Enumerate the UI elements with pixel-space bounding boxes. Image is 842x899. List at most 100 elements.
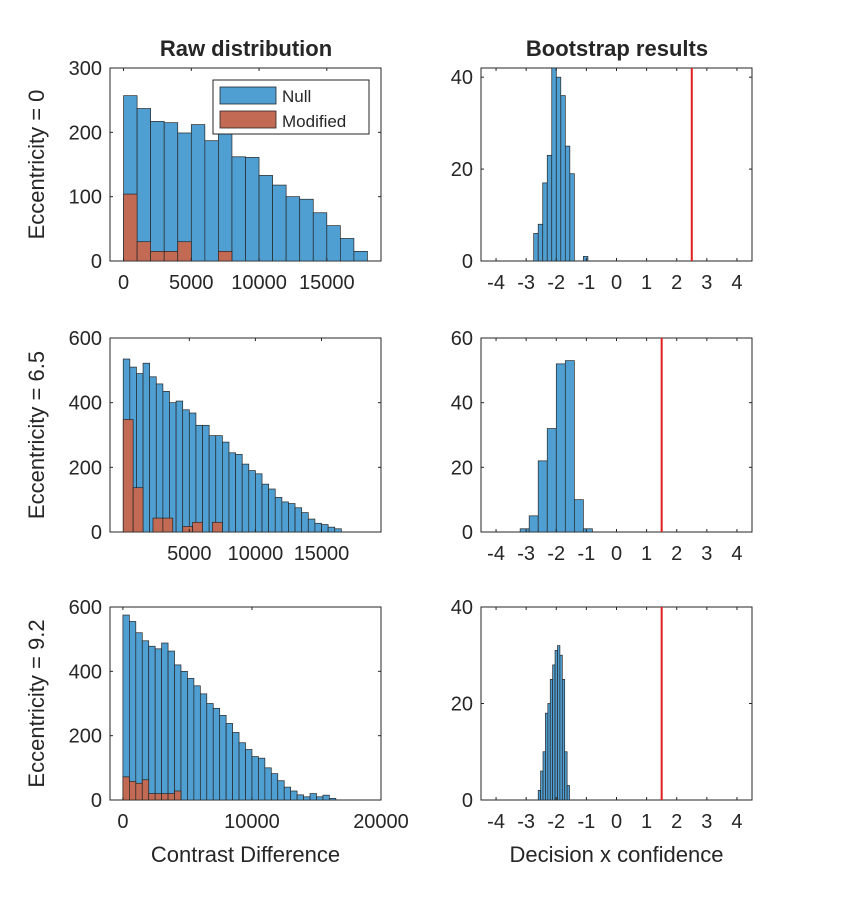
bar-null: [232, 732, 240, 801]
bar-modified: [122, 419, 134, 533]
panel-raw-ecc0: 0 5000 10000 15000 0 100 200 300 Eccentricity = …: [24, 58, 382, 294]
x-tick-label: 2: [671, 811, 682, 833]
bar-null: [546, 428, 557, 533]
y-tick-label: 100: [69, 187, 102, 209]
axes-box: [480, 67, 753, 262]
bar-null: [193, 685, 201, 801]
bar-null: [212, 707, 221, 801]
bar-null: [222, 441, 230, 533]
bar-null: [161, 642, 169, 801]
bar-modified: [141, 779, 150, 801]
bar-null: [174, 664, 182, 801]
bar-null: [316, 796, 324, 801]
bar-null: [268, 488, 276, 533]
bar-null: [241, 463, 250, 533]
bar-null: [180, 670, 188, 801]
panel-raw-ecc6-5: 5000 10000 15000 0 200 400 600 Eccentricity = 6…: [24, 328, 382, 565]
y-tick-label: 0: [462, 251, 473, 273]
x-axis-label: Contrast Difference: [151, 842, 340, 867]
bar-null: [303, 796, 311, 801]
bar-null: [272, 184, 287, 262]
y-tick-label: 40: [451, 393, 473, 415]
bar-modified: [167, 793, 175, 801]
bar-null: [190, 124, 206, 262]
x-tick-label: 15000: [294, 543, 350, 565]
y-tick-label: 300: [69, 58, 102, 80]
bar-modified: [122, 776, 130, 801]
bar-modified: [162, 517, 174, 533]
x-tick-label: 0: [118, 272, 129, 294]
axes-box: [480, 606, 753, 801]
bar-null: [187, 678, 195, 801]
bar-null: [353, 251, 368, 262]
bar-null: [552, 664, 556, 801]
bar-modified: [177, 241, 192, 262]
bar-null: [561, 679, 566, 801]
bar-null: [162, 391, 170, 533]
bar-null: [270, 773, 279, 801]
bar-modified: [154, 793, 162, 801]
bar-null: [150, 121, 165, 262]
bar-modified: [129, 780, 137, 801]
bar-null: [334, 528, 342, 533]
x-tick-label: 1: [641, 543, 652, 565]
x-tick-label: -2: [547, 811, 565, 833]
bar-null: [141, 640, 150, 801]
bar-null: [202, 424, 210, 533]
y-axis-label: Eccentricity = 9.2: [24, 619, 49, 787]
y-tick-label: 200: [69, 457, 102, 479]
x-tick-label: 2: [671, 543, 682, 565]
bar-null: [264, 767, 272, 801]
bar-null: [154, 648, 162, 801]
bar-null: [245, 749, 253, 801]
x-tick-label: 3: [701, 811, 712, 833]
bar-null: [255, 473, 263, 533]
bar-null: [564, 751, 568, 801]
x-tick-label: 10000: [228, 543, 284, 565]
y-tick-label: 40: [451, 597, 473, 619]
bar-null: [142, 362, 151, 533]
bar-null: [208, 435, 217, 533]
x-tick-label: 1: [641, 811, 652, 833]
bar-null: [551, 67, 557, 262]
bar-modified: [212, 521, 223, 533]
y-axis-label: Eccentricity = 0: [24, 90, 49, 240]
y-tick-label: 20: [451, 457, 473, 479]
bar-null: [327, 526, 336, 533]
bar-null: [557, 645, 561, 801]
x-tick-label: 5000: [169, 272, 214, 294]
x-tick-label: 1: [641, 272, 652, 294]
bar-null: [199, 693, 208, 801]
x-tick-label: -3: [517, 543, 535, 565]
x-axis-label: Decision x confidence: [509, 842, 723, 867]
bar-null: [135, 632, 143, 801]
x-tick-label: 0: [117, 811, 128, 833]
x-tick-label: -2: [547, 543, 565, 565]
x-tick-label: 3: [701, 543, 712, 565]
bar-null: [583, 528, 593, 533]
bar-null: [549, 679, 554, 801]
bar-null: [321, 524, 329, 533]
x-tick-label: 4: [731, 272, 742, 294]
bar-null: [258, 757, 266, 801]
bar-null: [537, 460, 548, 533]
bar-null: [238, 742, 246, 801]
bar-null: [326, 225, 341, 262]
bar-modified: [218, 251, 233, 262]
y-tick-label: 60: [451, 328, 473, 350]
bar-modified: [152, 517, 164, 533]
x-tick-label: -4: [487, 272, 505, 294]
x-tick-label: -1: [577, 543, 595, 565]
y-tick-label: 20: [451, 694, 473, 716]
bar-null: [175, 400, 184, 533]
y-tick-label: 400: [69, 393, 102, 415]
y-axis-label: Eccentricity = 6.5: [24, 351, 49, 519]
y-tick-label: 40: [451, 67, 473, 89]
bar-null: [564, 360, 575, 533]
bar-null: [281, 501, 289, 533]
bar-null: [248, 470, 256, 533]
x-tick-label: 4: [731, 811, 742, 833]
y-tick-label: 600: [69, 328, 102, 350]
